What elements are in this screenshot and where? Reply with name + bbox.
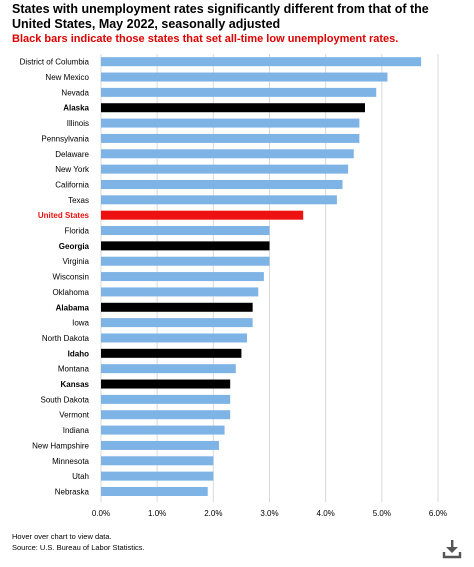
bar[interactable] [101,226,270,236]
x-tick-label: 4.0% [317,509,335,518]
bar[interactable] [101,118,360,128]
x-tick-label: 0.0% [92,509,110,518]
category-label: Montana [58,365,90,374]
category-label: Idaho [68,349,89,358]
bar[interactable] [101,486,208,496]
category-label: Nebraska [55,487,90,496]
category-label: Wisconsin [53,273,89,282]
bar[interactable] [101,364,236,374]
category-label: Texas [68,196,89,205]
x-tick-label: 3.0% [260,509,278,518]
bar[interactable] [101,394,231,404]
bar[interactable] [101,72,388,82]
category-label: Delaware [55,150,89,159]
bar[interactable] [101,456,214,466]
chart-title: States with unemployment rates significa… [12,2,429,31]
category-label: Florida [65,227,90,236]
bar[interactable] [101,272,264,282]
x-tick-label: 5.0% [373,509,391,518]
bar[interactable] [101,103,365,113]
hover-note: Hover over chart to view data. [12,532,112,541]
bar[interactable] [101,318,253,328]
bar[interactable] [101,440,219,450]
bar[interactable] [101,333,248,343]
download-icon[interactable] [442,538,462,560]
category-label: California [55,180,89,189]
category-label: United States [38,211,90,220]
category-label: Virginia [62,257,89,266]
bar[interactable] [101,425,225,435]
bar[interactable] [101,210,304,220]
chart-subtitle: Black bars indicate those states that se… [12,33,399,45]
bar[interactable] [101,410,231,420]
bar[interactable] [101,256,270,266]
category-label: Oklahoma [53,288,90,297]
category-label: New Hampshire [32,441,89,450]
category-label: Georgia [59,242,90,251]
category-label: District of Columbia [20,58,90,67]
x-tick-label: 1.0% [148,509,166,518]
bar[interactable] [101,287,259,297]
category-label: New Mexico [45,73,89,82]
source-note: Source: U.S. Bureau of Labor Statistics. [12,543,145,552]
bar[interactable] [101,348,242,358]
category-label: North Dakota [42,334,90,343]
bar[interactable] [101,87,377,97]
bar[interactable] [101,471,214,481]
category-label: South Dakota [41,395,90,404]
bar[interactable] [101,179,343,189]
category-label: Vermont [59,411,90,420]
bar[interactable] [101,57,422,67]
bar[interactable] [101,195,337,205]
bar[interactable] [101,302,253,312]
category-label: Nevada [61,88,89,97]
bar[interactable] [101,133,360,143]
category-label: Utah [72,472,89,481]
bar[interactable] [101,149,354,159]
category-label: Illinois [67,119,89,128]
x-tick-label: 6.0% [429,509,447,518]
category-label: Alaska [63,104,89,113]
bar-chart[interactable]: 0.0% 1.0% 2.0% 3.0% 4.0% 5.0% 6.0% District of … [0,52,474,520]
category-label: Iowa [72,319,89,328]
bar[interactable] [101,164,349,174]
category-label: New York [55,165,90,174]
category-label: Minnesota [52,457,89,466]
category-label: Kansas [61,380,90,389]
category-label: Alabama [56,303,90,312]
category-label: Pennsylvania [41,134,89,143]
bar[interactable] [101,379,231,389]
x-tick-label: 2.0% [204,509,222,518]
bar[interactable] [101,241,270,251]
category-label: Indiana [63,426,90,435]
